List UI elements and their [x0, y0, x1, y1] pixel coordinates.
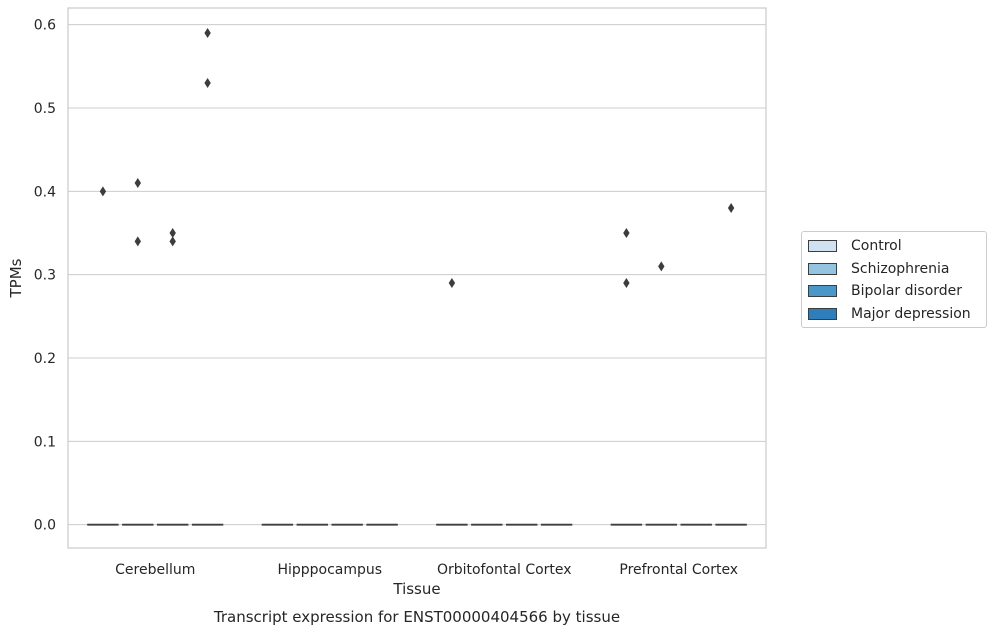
legend-label: Bipolar disorder [851, 283, 963, 300]
x-axis-label: Tissue [392, 580, 440, 598]
outlier-point [134, 236, 141, 247]
y-axis-ticks: 0.0 0.1 0.2 0.3 0.4 0.5 0.6 [34, 18, 56, 534]
outlier-point [623, 228, 630, 238]
y-tick-label: 0.3 [34, 268, 56, 284]
legend-item: Major depression [802, 303, 986, 326]
x-tick-label: Cerebellum [115, 562, 195, 578]
plot-area [67, 7, 767, 549]
legend-item: Bipolar disorder [802, 280, 986, 303]
legend-label: Control [851, 238, 902, 255]
legend-swatch [808, 262, 837, 275]
outlier-point [204, 28, 211, 38]
x-tick-label: Hipppocampus [277, 562, 382, 578]
legend: Control Schizophrenia Bipolar disorder Majo… [801, 231, 987, 328]
outlier-point [134, 178, 141, 188]
outlier-point [169, 236, 176, 247]
legend-swatch [808, 285, 837, 298]
y-tick-label: 0.4 [34, 184, 56, 200]
outlier-point [727, 203, 735, 213]
y-tick-label: 0.5 [34, 101, 56, 117]
y-tick-label: 0.0 [34, 518, 56, 534]
outlier-point [204, 78, 211, 88]
x-tick-label: Prefrontal Cortex [619, 562, 738, 578]
x-tick-label: Orbitofontal Cortex [437, 562, 572, 578]
legend-swatch [808, 307, 837, 320]
y-tick-label: 0.1 [34, 434, 56, 450]
outlier-point [623, 278, 630, 288]
legend-item: Schizophrenia [802, 258, 986, 281]
chart-caption: Transcript expression for ENST0000040456… [213, 608, 620, 626]
outlier-marks [99, 28, 735, 288]
outlier-point [99, 186, 107, 197]
legend-label: Major depression [851, 305, 971, 322]
outlier-point [658, 261, 665, 272]
legend-swatch [808, 240, 837, 253]
outlier-point [169, 228, 176, 238]
y-tick-label: 0.2 [34, 351, 56, 367]
outlier-point [448, 278, 456, 288]
y-axis-label: TPMs [7, 258, 25, 298]
y-tick-label: 0.6 [34, 18, 56, 34]
x-axis-ticks: Cerebellum Hipppocampus Orbitofontal Corte… [115, 562, 738, 578]
legend-item: Control [802, 235, 986, 258]
legend-label: Schizophrenia [851, 260, 950, 277]
